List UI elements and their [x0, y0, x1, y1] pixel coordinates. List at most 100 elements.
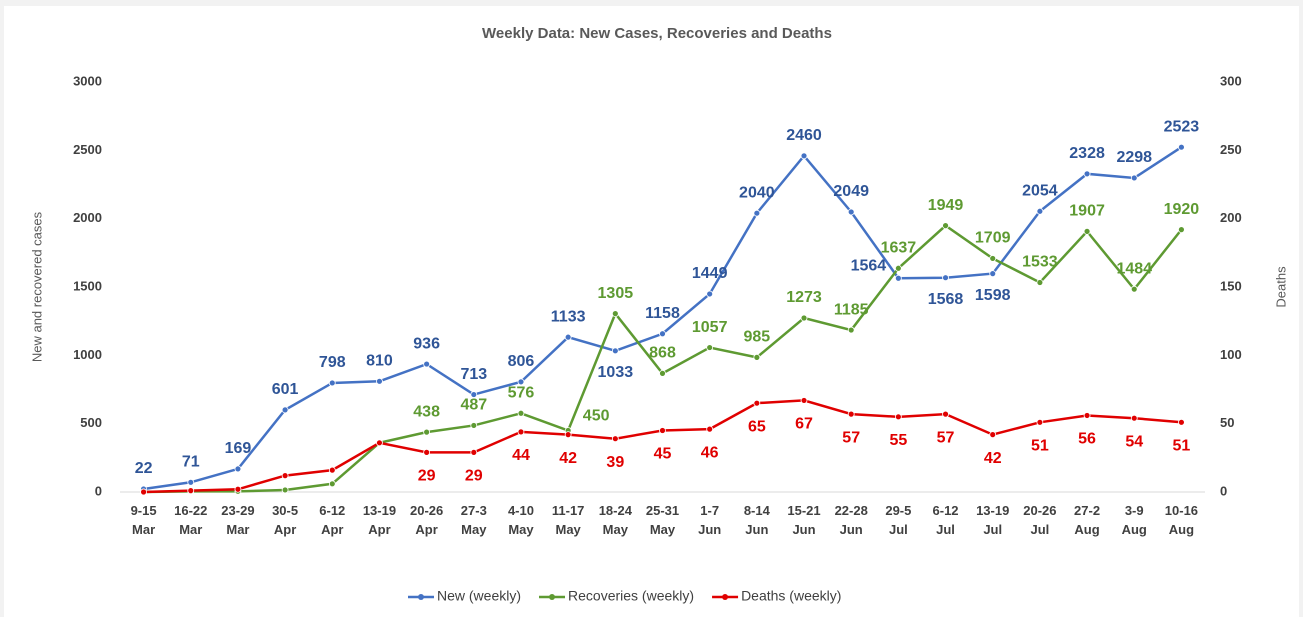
data-point [517, 428, 525, 436]
data-label: 2523 [1164, 118, 1200, 135]
x-tick-label-line: 1-7 [700, 503, 719, 518]
x-tick-label-line: May [603, 522, 629, 537]
data-point [706, 425, 714, 433]
data-label: 1568 [928, 291, 964, 308]
data-point [847, 208, 855, 216]
data-label: 51 [1031, 438, 1049, 455]
data-label: 1598 [975, 287, 1011, 304]
data-label: 67 [795, 416, 813, 433]
y-tick-label: 500 [80, 415, 102, 430]
data-label: 42 [559, 450, 577, 467]
data-point [470, 422, 478, 429]
x-tick-label: 11-17 May [552, 503, 585, 537]
data-point [847, 410, 855, 418]
legend-marker [722, 594, 729, 600]
x-tick-label-line: Jul [936, 522, 955, 537]
y2-axis-label: Deaths [1273, 266, 1288, 308]
x-tick-label-line: 13-19 [976, 503, 1009, 518]
x-tick-label: 22-28 Jun [835, 503, 868, 537]
data-label: 868 [649, 345, 676, 362]
x-tick-label: 6-12 Apr [319, 503, 345, 537]
data-point [140, 488, 147, 496]
x-tick-label-line: Aug [1074, 522, 1099, 537]
y2-tick-label: 300 [1220, 73, 1242, 88]
data-point [894, 274, 902, 282]
data-point [989, 255, 997, 262]
data-point [942, 274, 949, 282]
y-tick-label: 3000 [73, 73, 102, 88]
legend-marker [549, 594, 556, 600]
data-point [1083, 170, 1091, 178]
x-tick-label-line: May [556, 522, 582, 537]
data-point [659, 427, 666, 434]
data-label: 487 [460, 397, 487, 414]
data-point [328, 480, 336, 488]
x-tick-label-line: Jun [698, 522, 721, 537]
x-tick-label: 15-21 Jun [787, 503, 820, 537]
data-label: 42 [984, 450, 1002, 467]
x-tick-label: 20-26 Jul [1023, 503, 1056, 537]
data-label: 1637 [881, 239, 917, 256]
x-tick-label-line: May [508, 522, 534, 537]
data-label: 46 [701, 444, 719, 461]
data-label: 56 [1078, 431, 1096, 448]
data-point [1130, 174, 1138, 182]
data-point [753, 399, 761, 407]
x-tick-label: 27-3 May [461, 503, 487, 537]
data-label: 44 [512, 447, 530, 464]
data-label: 1033 [598, 364, 634, 381]
data-point [517, 409, 525, 417]
x-tick-label-line: 13-19 [363, 503, 396, 518]
x-tick-label: 9-15 Mar [131, 503, 157, 537]
data-point [1083, 412, 1091, 419]
data-point [611, 435, 619, 443]
data-point [753, 353, 761, 361]
x-tick-label-line: Jul [1030, 522, 1049, 537]
data-label: 1185 [834, 301, 869, 318]
x-tick-label-line: 27-3 [461, 503, 487, 518]
data-label: 810 [366, 353, 393, 370]
data-label: 601 [272, 381, 299, 398]
data-label: 39 [606, 454, 624, 471]
data-label: 2040 [739, 184, 775, 201]
y2-tick-label: 250 [1220, 142, 1242, 157]
x-tick-label-line: 11-17 [552, 503, 585, 518]
data-point [281, 472, 289, 480]
x-tick-label-line: 6-12 [319, 503, 345, 518]
data-label: 2054 [1022, 183, 1058, 200]
chart-title: Weekly Data: New Cases, Recoveries and D… [482, 25, 832, 42]
data-point [328, 466, 336, 474]
data-label: 22 [135, 460, 153, 477]
y-axis-label: New and recovered cases [29, 211, 44, 362]
x-tick-label: 30-5 Apr [272, 503, 298, 537]
data-point [234, 465, 242, 473]
data-point [942, 222, 949, 230]
data-point [1036, 279, 1044, 286]
y2-tick-label: 50 [1220, 415, 1234, 430]
x-tick-label-line: 16-22 [174, 503, 207, 518]
data-label: 1709 [975, 230, 1011, 247]
data-label: 65 [748, 418, 766, 435]
data-label: 169 [225, 440, 252, 457]
data-point [894, 264, 902, 272]
data-label: 936 [413, 335, 440, 352]
x-tick-label-line: 29-5 [885, 503, 911, 518]
data-label: 1949 [928, 197, 964, 214]
y-tick-label: 1000 [73, 347, 102, 362]
x-tick-label-line: Apr [321, 522, 343, 537]
data-label: 576 [508, 384, 535, 401]
x-tick-label: 4-10 May [508, 503, 534, 537]
y2-tick-label: 0 [1220, 483, 1227, 498]
data-label: 1533 [1022, 254, 1058, 271]
x-tick-label-line: Apr [415, 522, 437, 537]
x-tick-label: 13-19 Jul [976, 503, 1009, 537]
data-point [1130, 285, 1138, 293]
data-point [423, 448, 431, 456]
x-tick-label: 18-24 May [599, 503, 633, 537]
data-label: 1133 [551, 308, 586, 325]
data-label: 1158 [645, 305, 680, 322]
x-tick-label-line: Apr [274, 522, 296, 537]
data-point [328, 379, 336, 387]
data-point [564, 431, 572, 439]
